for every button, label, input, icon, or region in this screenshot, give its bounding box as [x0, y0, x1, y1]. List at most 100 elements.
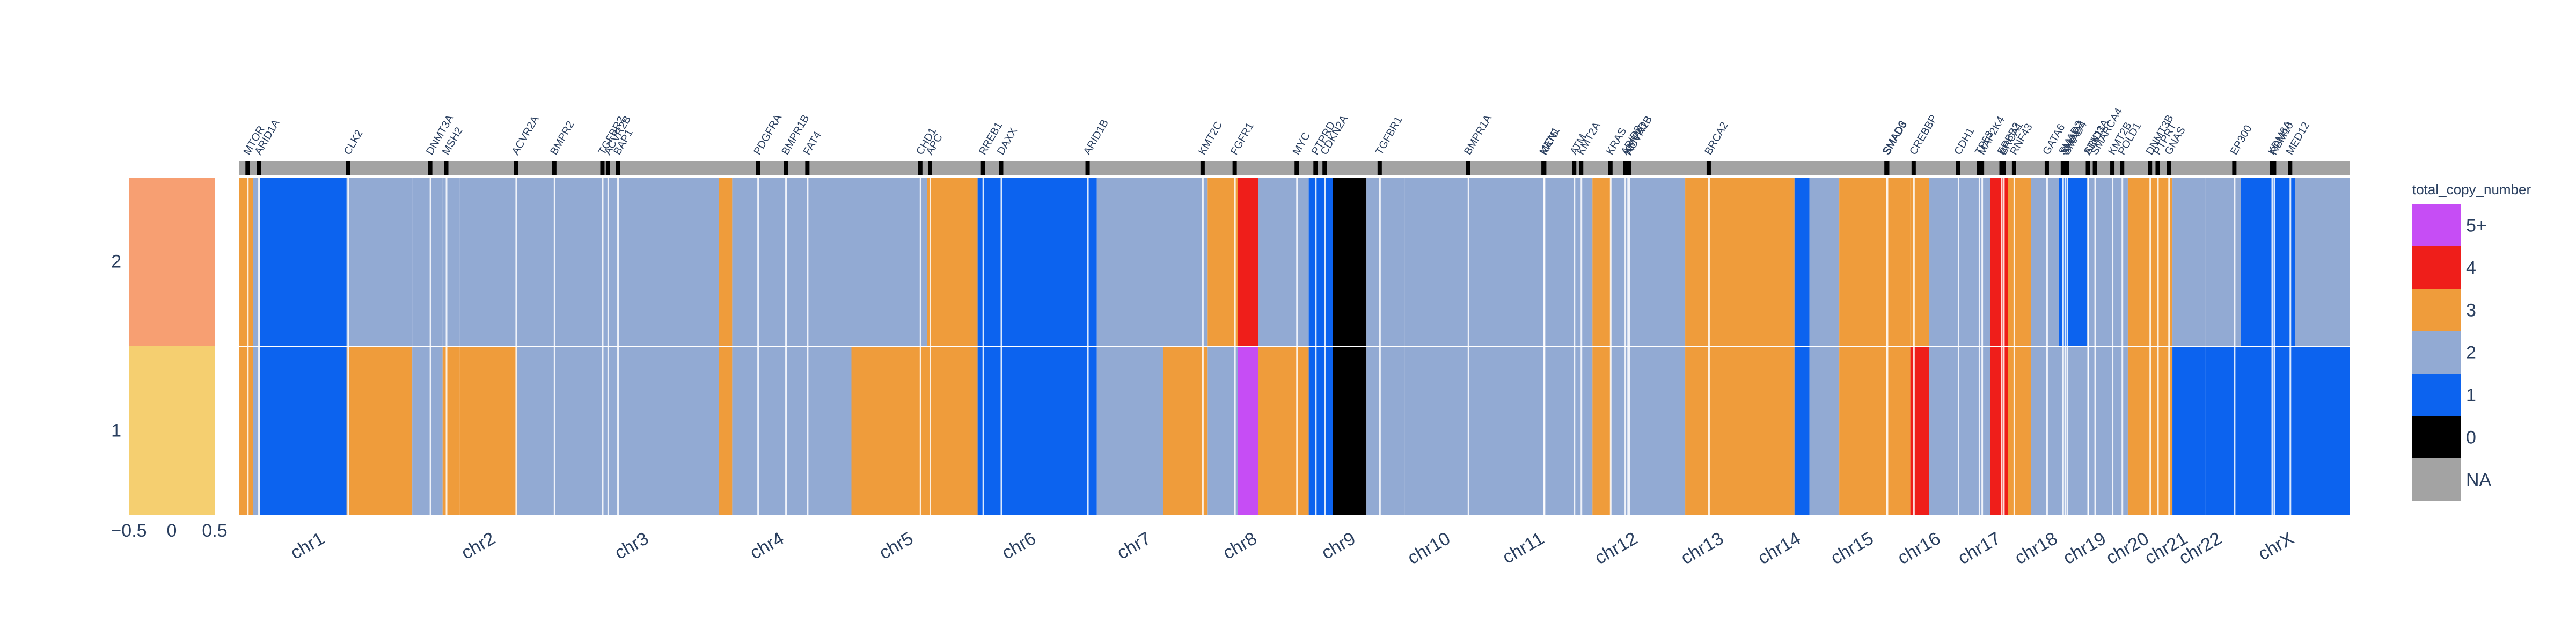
heat-cell — [442, 347, 460, 515]
gene-label: KMT2C — [1196, 120, 1225, 157]
heat-cell — [2008, 178, 2031, 346]
gene-label: BMPR1A — [1462, 113, 1495, 157]
heat-cell — [977, 347, 1097, 515]
heatmap-body — [239, 178, 2350, 515]
chromosome-label: chr14 — [1754, 528, 1804, 568]
gene-label: ACVR2A — [510, 114, 541, 157]
gene-separator — [247, 178, 249, 515]
gene-mark — [2232, 161, 2237, 175]
gene-separator — [2157, 178, 2159, 515]
gene-separator — [429, 178, 431, 515]
gene-mark — [2155, 161, 2160, 175]
heat-cell — [1990, 347, 2008, 515]
heat-cell — [927, 178, 978, 346]
gene-separator — [1574, 178, 1576, 515]
side-panel: 2 1 −0.5 0 0.5 — [111, 178, 228, 541]
gene-separator — [2271, 178, 2273, 515]
heat-cell — [1333, 178, 1367, 346]
gene-separator — [347, 178, 349, 515]
heat-cell — [1404, 347, 1498, 515]
gene-mark — [257, 161, 261, 175]
heat-cell — [2172, 347, 2206, 515]
chromosome-label: chr13 — [1677, 528, 1727, 568]
gene-label: FGFR1 — [1228, 121, 1256, 157]
chromosome-label: chr1 — [287, 528, 328, 564]
heat-cell — [517, 347, 581, 515]
heat-cell — [412, 178, 443, 346]
heat-cell — [1258, 178, 1309, 346]
gene-mark — [1911, 161, 1916, 175]
heat-cell — [1096, 347, 1163, 515]
legend-swatch — [2412, 374, 2461, 416]
gene-label: CLK2 — [342, 128, 365, 157]
heat-cell — [1685, 178, 1765, 346]
legend-title: total_copy_number — [2412, 181, 2531, 197]
gene-mark — [2288, 161, 2293, 175]
heat-cell — [1238, 178, 1258, 346]
gene-separator — [1624, 178, 1627, 515]
gene-separator — [515, 178, 517, 515]
heat-cell — [2241, 347, 2295, 515]
gene-separator — [1957, 178, 1959, 515]
gene-separator — [1296, 178, 1298, 515]
heat-cell — [2295, 178, 2350, 346]
heat-cell — [1096, 178, 1163, 346]
side-x-tick: 0.5 — [202, 521, 227, 541]
chromosome-label: chr6 — [998, 528, 1039, 564]
heat-cell — [1163, 178, 1208, 346]
heat-cell — [927, 347, 978, 515]
heat-cell — [442, 178, 460, 346]
chromosome-label: chr17 — [1955, 528, 2004, 568]
gene-label: BMPR2 — [548, 119, 577, 157]
legend-swatch — [2412, 416, 2461, 458]
heat-cell — [2295, 347, 2350, 515]
gene-mark — [805, 161, 810, 175]
gene-mark — [1466, 161, 1470, 175]
legend-label: 5+ — [2466, 216, 2487, 236]
gene-separator — [919, 178, 921, 515]
gene-separator — [1913, 178, 1915, 515]
gene-mark — [1706, 161, 1711, 175]
gene-separator — [1580, 178, 1583, 515]
chromosome-label: chr4 — [747, 528, 787, 564]
gene-mark — [2001, 161, 2006, 175]
chromosome-label: chr12 — [1591, 528, 1641, 568]
heat-cell — [1929, 178, 1973, 346]
heat-cell — [2087, 347, 2128, 515]
heat-cell — [1592, 347, 1611, 515]
gene-separator — [258, 178, 260, 515]
gene-mark — [428, 161, 433, 175]
heat-cell — [1765, 178, 1795, 346]
gene-mark — [1627, 161, 1631, 175]
gene-separator — [2066, 178, 2068, 515]
chromosome-labels: chr1 chr2 chr3 chr4 chr5 chr6 chr7 chr8 chr9 chr1… — [287, 528, 2297, 568]
gene-mark — [1572, 161, 1577, 175]
chromosome-label: chr11 — [1499, 528, 1547, 568]
gene-separator — [1087, 178, 1089, 515]
heat-cell — [260, 347, 347, 515]
legend-label: NA — [2466, 470, 2492, 491]
gene-mark — [2272, 161, 2277, 175]
gene-mark — [600, 161, 605, 175]
gene-mark — [784, 161, 788, 175]
gene-separator — [2289, 178, 2292, 515]
gene-separator — [2168, 178, 2170, 515]
gene-separator — [1708, 178, 1710, 515]
gene-label: KAT5 — [1538, 128, 1561, 157]
chromosome-label: chr3 — [611, 528, 652, 564]
gene-separator — [1000, 178, 1002, 515]
side-x-tick: 0 — [167, 521, 177, 541]
gene-separator — [1886, 178, 1889, 515]
heat-cell — [239, 178, 253, 346]
gene-mark — [2065, 161, 2069, 175]
gene-mark — [1232, 161, 1237, 175]
legend-swatch — [2412, 331, 2461, 374]
gene-mark — [756, 161, 760, 175]
gene-separator — [2013, 178, 2015, 515]
heat-cell — [1404, 178, 1498, 346]
gene-separator — [2087, 178, 2089, 515]
side-cell-row-2 — [129, 178, 215, 346]
legend-swatch — [2412, 289, 2461, 331]
gene-mark — [605, 161, 610, 175]
